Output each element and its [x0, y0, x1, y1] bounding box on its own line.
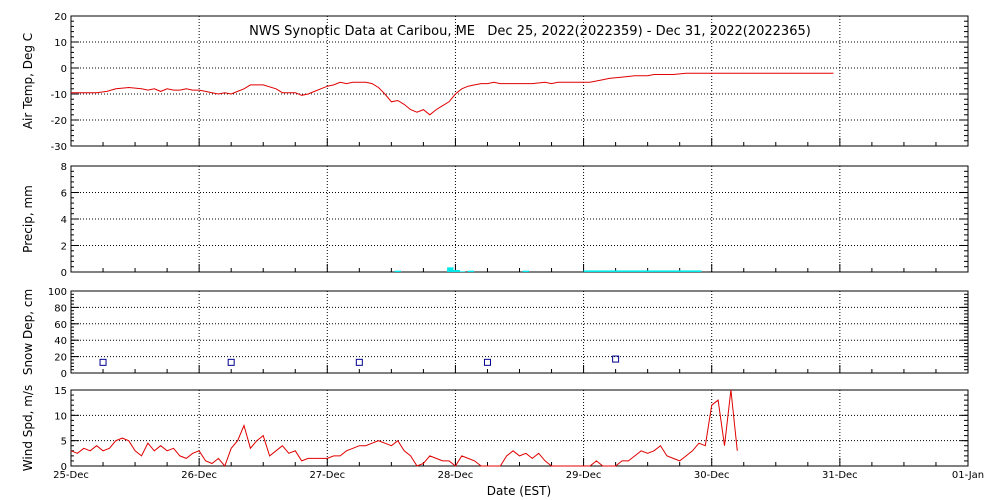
y-tick-label: 0 [61, 462, 67, 473]
y-tick-label: 80 [54, 303, 67, 314]
x-tick-label: 30-Dec [694, 470, 730, 481]
y-tick-label: 10 [54, 38, 67, 49]
y-axis-label: Air Temp, Deg C [21, 33, 35, 129]
y-tick-label: 4 [61, 215, 67, 226]
panel-frame [70, 290, 969, 374]
x-tick-label: 31-Dec [822, 470, 858, 481]
snow-depth-point [483, 358, 491, 366]
y-tick-label: 6 [61, 189, 67, 200]
y-tick-label: 60 [54, 320, 67, 331]
panels: -30 -20 -10 0 10 20 Air Temp, Deg C 0 2 4 6 8 Precip… [21, 12, 984, 481]
y-tick-label: 5 [61, 437, 67, 448]
snow-depth-point [612, 355, 620, 363]
precip-bar [447, 267, 454, 272]
air-temp-line [71, 72, 834, 116]
x-tick-label: 28-Dec [438, 470, 474, 481]
panel-precip: 0 2 4 6 8 Precip, mm [21, 162, 969, 279]
y-tick-label: 0 [61, 369, 67, 380]
precip-bar [522, 270, 530, 272]
precip-bar [394, 270, 401, 272]
y-tick-label: -10 [51, 90, 67, 101]
x-axis-label: Date (EST) [487, 484, 551, 498]
x-tick-label: 25-Dec [53, 470, 89, 481]
y-tick-label: 0 [61, 64, 67, 75]
panel-snow-depth: 0 20 40 60 80 100 Snow Dep, cm [21, 287, 969, 380]
panel-frame [70, 389, 969, 467]
y-tick-label: 8 [61, 162, 67, 173]
x-tick-label: 27-Dec [309, 470, 345, 481]
y-axis-label: Wind Spd, m/s [21, 385, 35, 471]
panel-air-temp: -30 -20 -10 0 10 20 Air Temp, Deg C [21, 12, 969, 153]
y-tick-label: 0 [61, 268, 67, 279]
y-tick-label: 15 [54, 386, 67, 397]
panel-wind-speed: 0 5 10 15 Wind Spd, m/s [21, 385, 969, 473]
precip-bar [467, 270, 475, 272]
y-tick-label: 40 [54, 336, 67, 347]
y-tick-label: 10 [54, 411, 67, 422]
y-tick-label: -20 [51, 116, 67, 127]
x-tick-label: 01-Jan [952, 470, 984, 481]
y-tick-label: 20 [54, 353, 67, 364]
precip-bar [453, 270, 460, 272]
y-axis-label: Snow Dep, cm [21, 289, 35, 375]
snow-depth-point [227, 358, 235, 366]
wind-speed-line [70, 389, 738, 467]
y-tick-label: 20 [54, 12, 67, 23]
x-tick-label: 29-Dec [566, 470, 602, 481]
y-tick-label: 100 [48, 287, 67, 298]
y-tick-label: -30 [51, 142, 67, 153]
snow-depth-point [355, 358, 363, 366]
precip-bar [458, 271, 466, 272]
x-tick-label: 26-Dec [181, 470, 217, 481]
snow-depth-point [99, 358, 107, 366]
y-axis-label: Precip, mm [21, 185, 35, 253]
precip-bar [583, 270, 702, 272]
chart-title: NWS Synoptic Data at Caribou, ME Dec 25,… [249, 24, 811, 39]
y-tick-label: 2 [61, 242, 67, 253]
